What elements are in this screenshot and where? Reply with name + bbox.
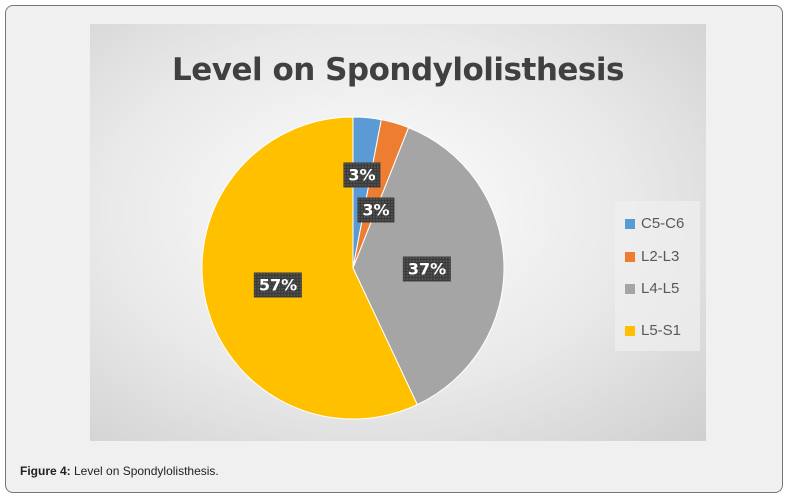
legend-label: C5-C6 bbox=[641, 215, 685, 232]
figure-frame: Level on Spondylolisthesis 3% 3% 37% 57% C5… bbox=[5, 5, 783, 493]
legend-item: C5-C6 bbox=[625, 215, 684, 232]
legend-item: L2-L3 bbox=[625, 248, 679, 265]
legend-swatch bbox=[625, 218, 635, 229]
legend-label: L4-L5 bbox=[641, 280, 680, 297]
legend-swatch bbox=[625, 251, 635, 262]
legend-swatch bbox=[625, 283, 635, 294]
data-label: 57% bbox=[253, 272, 303, 298]
legend: C5-C6 L2-L3 L4-L5 L5-S1 bbox=[615, 201, 700, 351]
chart-title: Level on Spondylolisthesis bbox=[172, 52, 624, 88]
caption-text: Level on Spondylolisthesis. bbox=[70, 464, 219, 478]
legend-label: L2-L3 bbox=[641, 248, 680, 265]
pie-chart bbox=[201, 116, 505, 420]
figure-caption: Figure 4: Level on Spondylolisthesis. bbox=[20, 464, 219, 478]
caption-prefix: Figure 4: bbox=[20, 464, 71, 478]
legend-label: L5-S1 bbox=[641, 322, 682, 339]
data-label: 37% bbox=[402, 256, 452, 282]
pie-slice-l5-s1 bbox=[201, 116, 418, 420]
data-label: 3% bbox=[343, 162, 381, 188]
legend-item: L5-S1 bbox=[625, 322, 681, 339]
legend-item: L4-L5 bbox=[625, 280, 679, 297]
chart-area: Level on Spondylolisthesis 3% 3% 37% 57% C5… bbox=[90, 24, 706, 441]
legend-swatch bbox=[625, 325, 635, 336]
data-label: 3% bbox=[357, 197, 395, 223]
